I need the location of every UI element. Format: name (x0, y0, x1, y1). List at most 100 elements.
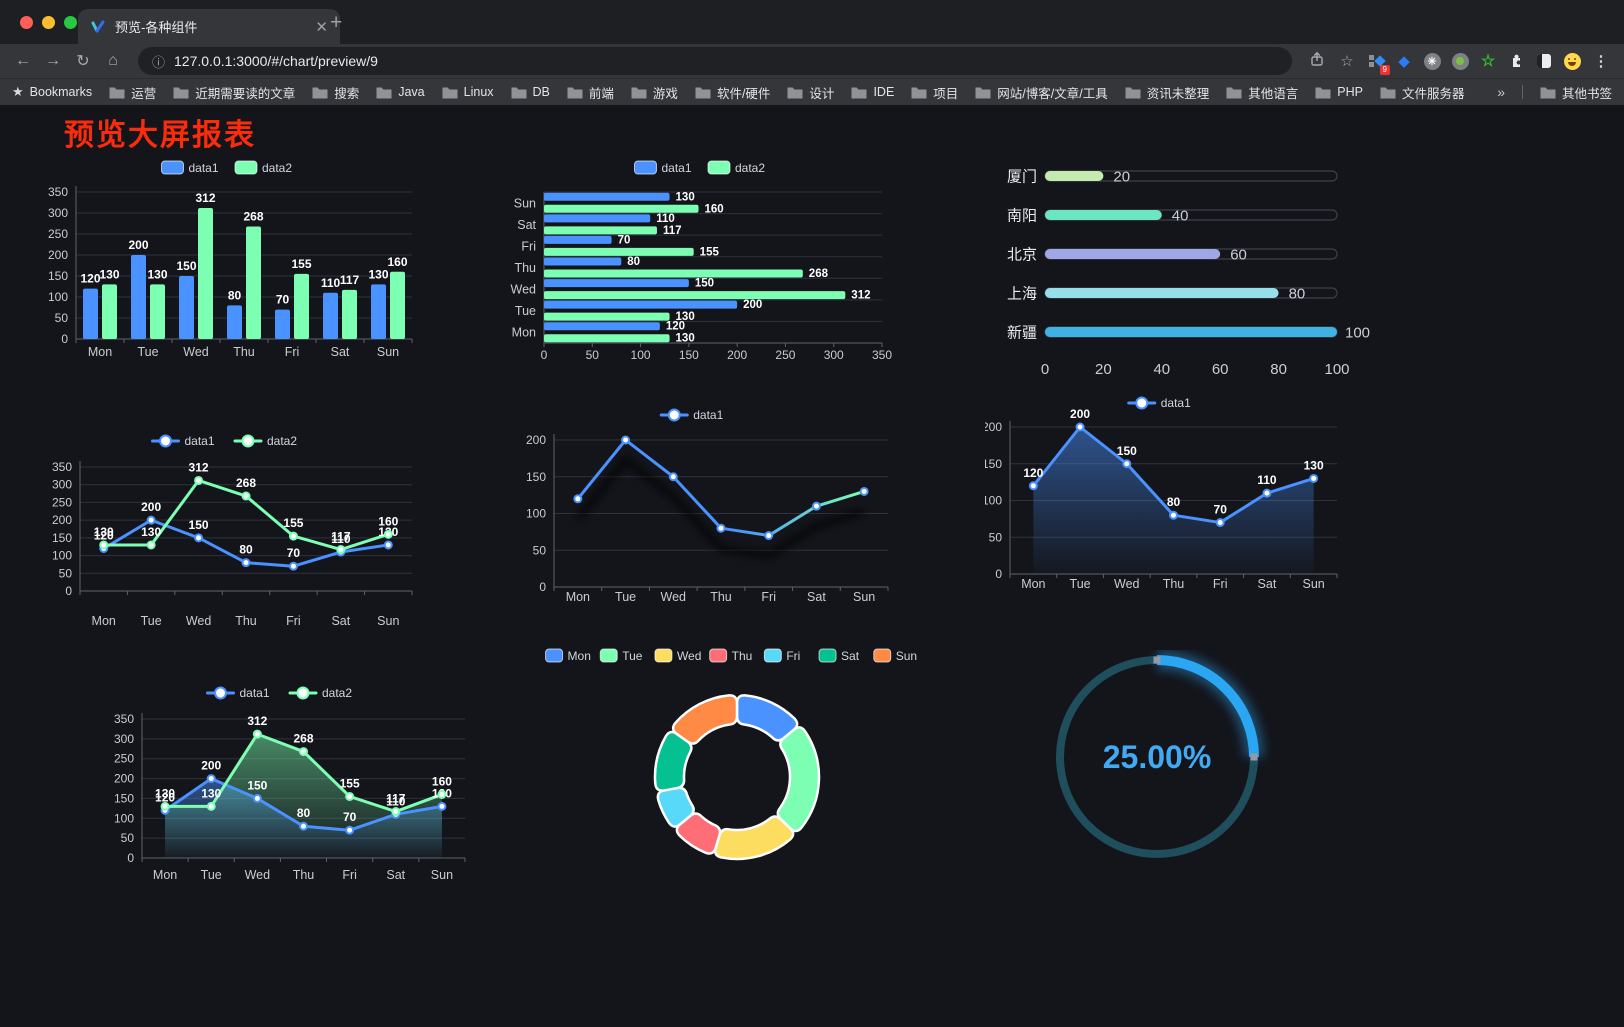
donut-chart-canvas[interactable]: Mon Tue Wed Thu Fri Sat Sun (545, 640, 930, 905)
tab-title: 预览-各种组件 (115, 20, 198, 35)
svg-text:160: 160 (387, 255, 407, 269)
area-line-chart-canvas[interactable]: 0 50 100 150 200 Mon Tue Wed Thu Fri Sat Sun 120 200 1… (982, 390, 1355, 605)
svg-text:150: 150 (48, 269, 68, 283)
bookmarks-overflow-chevron[interactable]: » (1497, 84, 1505, 100)
tab-favicon-icon (91, 20, 105, 32)
svg-text:100: 100 (631, 348, 651, 362)
svg-text:Sun: Sun (853, 590, 875, 604)
two-series-area-chart-canvas[interactable]: 0 50 100 150 200 250 300 350 Mon Tue Wed Thu Fri Sat S… (95, 679, 485, 897)
bookmarks-list: 运营 近期需要读的文章 搜索 Java Linux DB 前端 游戏 软件/硬件 设计 IDE 项目网… (109, 83, 1480, 102)
close-window-button[interactable] (20, 16, 33, 29)
svg-text:200: 200 (526, 433, 546, 447)
svg-text:350: 350 (114, 712, 134, 726)
svg-text:100: 100 (1345, 325, 1370, 342)
home-button[interactable]: ⌂ (108, 52, 118, 69)
emoji-extension-icon[interactable] (1560, 49, 1584, 73)
svg-text:150: 150 (985, 457, 1002, 471)
svg-text:厦门: 厦门 (1007, 169, 1037, 186)
dot-extension-icon[interactable] (1448, 49, 1472, 73)
back-button[interactable]: ← (15, 52, 31, 69)
grouped-bar-chart-panel: 0 50 100 150 200 250 300 350 Mon Tue Wed Thu Fri Sat S… (40, 152, 430, 379)
gauge-chart-canvas[interactable]: 25.00% (1040, 650, 1280, 890)
svg-text:120: 120 (155, 790, 175, 804)
svg-text:110: 110 (1257, 473, 1277, 487)
site-info-icon[interactable]: ⓘ (152, 54, 166, 70)
svg-text:80: 80 (297, 806, 311, 820)
bookmark-item[interactable]: 资讯未整理 (1125, 83, 1209, 102)
svg-text:100: 100 (48, 290, 68, 304)
svg-text:data2: data2 (735, 161, 765, 175)
puzzle-extensions-icon[interactable] (1504, 49, 1528, 73)
svg-text:Wed: Wed (245, 868, 271, 882)
svg-text:Fri: Fri (286, 614, 301, 628)
svg-text:data1: data1 (693, 408, 723, 422)
bookmark-item[interactable]: 项目 (911, 83, 958, 102)
svg-text:268: 268 (809, 268, 829, 280)
browser-menu-icon[interactable]: ⋮ (1593, 53, 1609, 70)
svg-text:40: 40 (1153, 361, 1170, 378)
grouped-bar-chart-canvas[interactable]: 0 50 100 150 200 250 300 350 Mon Tue Wed Thu Fri Sat S… (40, 152, 430, 374)
kite-extension-icon[interactable]: ◆ (1398, 53, 1410, 70)
bookmark-item[interactable]: 文件服务器 (1380, 83, 1464, 102)
bookmark-item[interactable]: Java (376, 83, 425, 102)
star-extension-icon[interactable]: ☆ (1480, 53, 1496, 70)
forward-button[interactable]: → (45, 52, 61, 69)
bookmarks-bar: ★ Bookmarks 运营 近期需要读的文章 搜索 Java Linux DB 前端 游戏软… (0, 78, 1624, 105)
bookmark-item[interactable]: 搜索 (312, 83, 359, 102)
svg-text:Tue: Tue (141, 614, 162, 628)
svg-text:Fri: Fri (1213, 577, 1228, 591)
extension-badge: 9 (1379, 65, 1390, 75)
svg-text:150: 150 (52, 531, 72, 545)
zoom-window-button[interactable] (64, 16, 77, 29)
share-icon[interactable] (1304, 51, 1330, 71)
svg-text:312: 312 (195, 191, 215, 205)
tab-close-icon[interactable]: ✕ (315, 18, 328, 36)
bookmark-item[interactable]: 设计 (787, 83, 834, 102)
svg-text:Thu: Thu (235, 614, 257, 628)
progress-bars-panel: 厦门 20 南阳 40 北京 60 上海 80 新疆 100 0 20 40 60 80 100 (995, 152, 1375, 397)
proxy-extension-icon[interactable]: 9 (1364, 49, 1390, 75)
bookmark-item[interactable]: Linux (442, 83, 494, 102)
bookmark-item[interactable]: 运营 (109, 83, 156, 102)
two-series-area-chart-panel: 0 50 100 150 200 250 300 350 Mon Tue Wed Thu Fri Sat S… (95, 679, 485, 902)
svg-text:130: 130 (99, 267, 119, 281)
bookmark-item[interactable]: 游戏 (631, 83, 678, 102)
two-series-line-chart-canvas[interactable]: 0 50 100 150 200 250 300 350 Mon Tue Wed Thu Fri Sat S… (40, 427, 430, 645)
gradient-line-chart-canvas[interactable]: 0 50 100 150 200 Mon Tue Wed Thu Fri Sat Sun data1 (505, 400, 900, 618)
svg-text:120: 120 (1023, 466, 1043, 480)
browser-tab[interactable]: 预览-各种组件 ✕ (78, 9, 340, 44)
progress-bars-canvas[interactable]: 厦门 20 南阳 40 北京 60 上海 80 新疆 100 0 20 40 60 80 100 (995, 152, 1375, 392)
folder-icon (975, 87, 991, 98)
minimize-window-button[interactable] (42, 16, 55, 29)
bookmark-item[interactable]: 其他语言 (1226, 83, 1298, 102)
bookmark-item[interactable]: 软件/硬件 (695, 83, 770, 102)
bookmark-item[interactable]: 近期需要读的文章 (173, 83, 295, 102)
address-bar[interactable]: ⓘ 127.0.0.1:3000/#/chart/preview/9 (138, 47, 1292, 75)
bookmark-item[interactable]: PHP (1315, 83, 1363, 102)
svg-text:25.00%: 25.00% (1103, 739, 1212, 775)
bookmark-item[interactable]: IDE (851, 83, 894, 102)
dashboard-page: 预览大屏报表 0 50 100 150 200 250 300 350 Mon Tue Wed Thu… (0, 105, 1624, 1027)
svg-text:350: 350 (52, 460, 72, 474)
asterisk-extension-icon[interactable]: ✳ (1420, 49, 1444, 73)
bookmark-star-icon[interactable]: ☆ (1340, 53, 1354, 70)
svg-text:Tue: Tue (201, 868, 222, 882)
bookmarks-root-item[interactable]: ★ Bookmarks (12, 84, 93, 99)
svg-text:Sat: Sat (331, 614, 350, 628)
reload-button[interactable]: ↻ (76, 53, 90, 70)
bookmark-item[interactable]: DB (511, 83, 550, 102)
svg-text:Sun: Sun (514, 196, 536, 210)
other-bookmarks-item[interactable]: 其他书签 (1540, 83, 1612, 102)
two-series-line-chart-panel: 0 50 100 150 200 250 300 350 Mon Tue Wed Thu Fri Sat S… (40, 427, 430, 650)
svg-text:60: 60 (1212, 361, 1229, 378)
svg-text:150: 150 (176, 259, 196, 273)
svg-text:250: 250 (52, 495, 72, 509)
sidebar-extension-icon[interactable] (1532, 49, 1556, 73)
bookmark-item[interactable]: 前端 (567, 83, 614, 102)
new-tab-button[interactable]: + (330, 11, 343, 34)
svg-text:Sat: Sat (1258, 577, 1277, 591)
bookmark-item[interactable]: 网站/博客/文章/工具 (975, 83, 1108, 102)
svg-text:200: 200 (985, 420, 1002, 434)
